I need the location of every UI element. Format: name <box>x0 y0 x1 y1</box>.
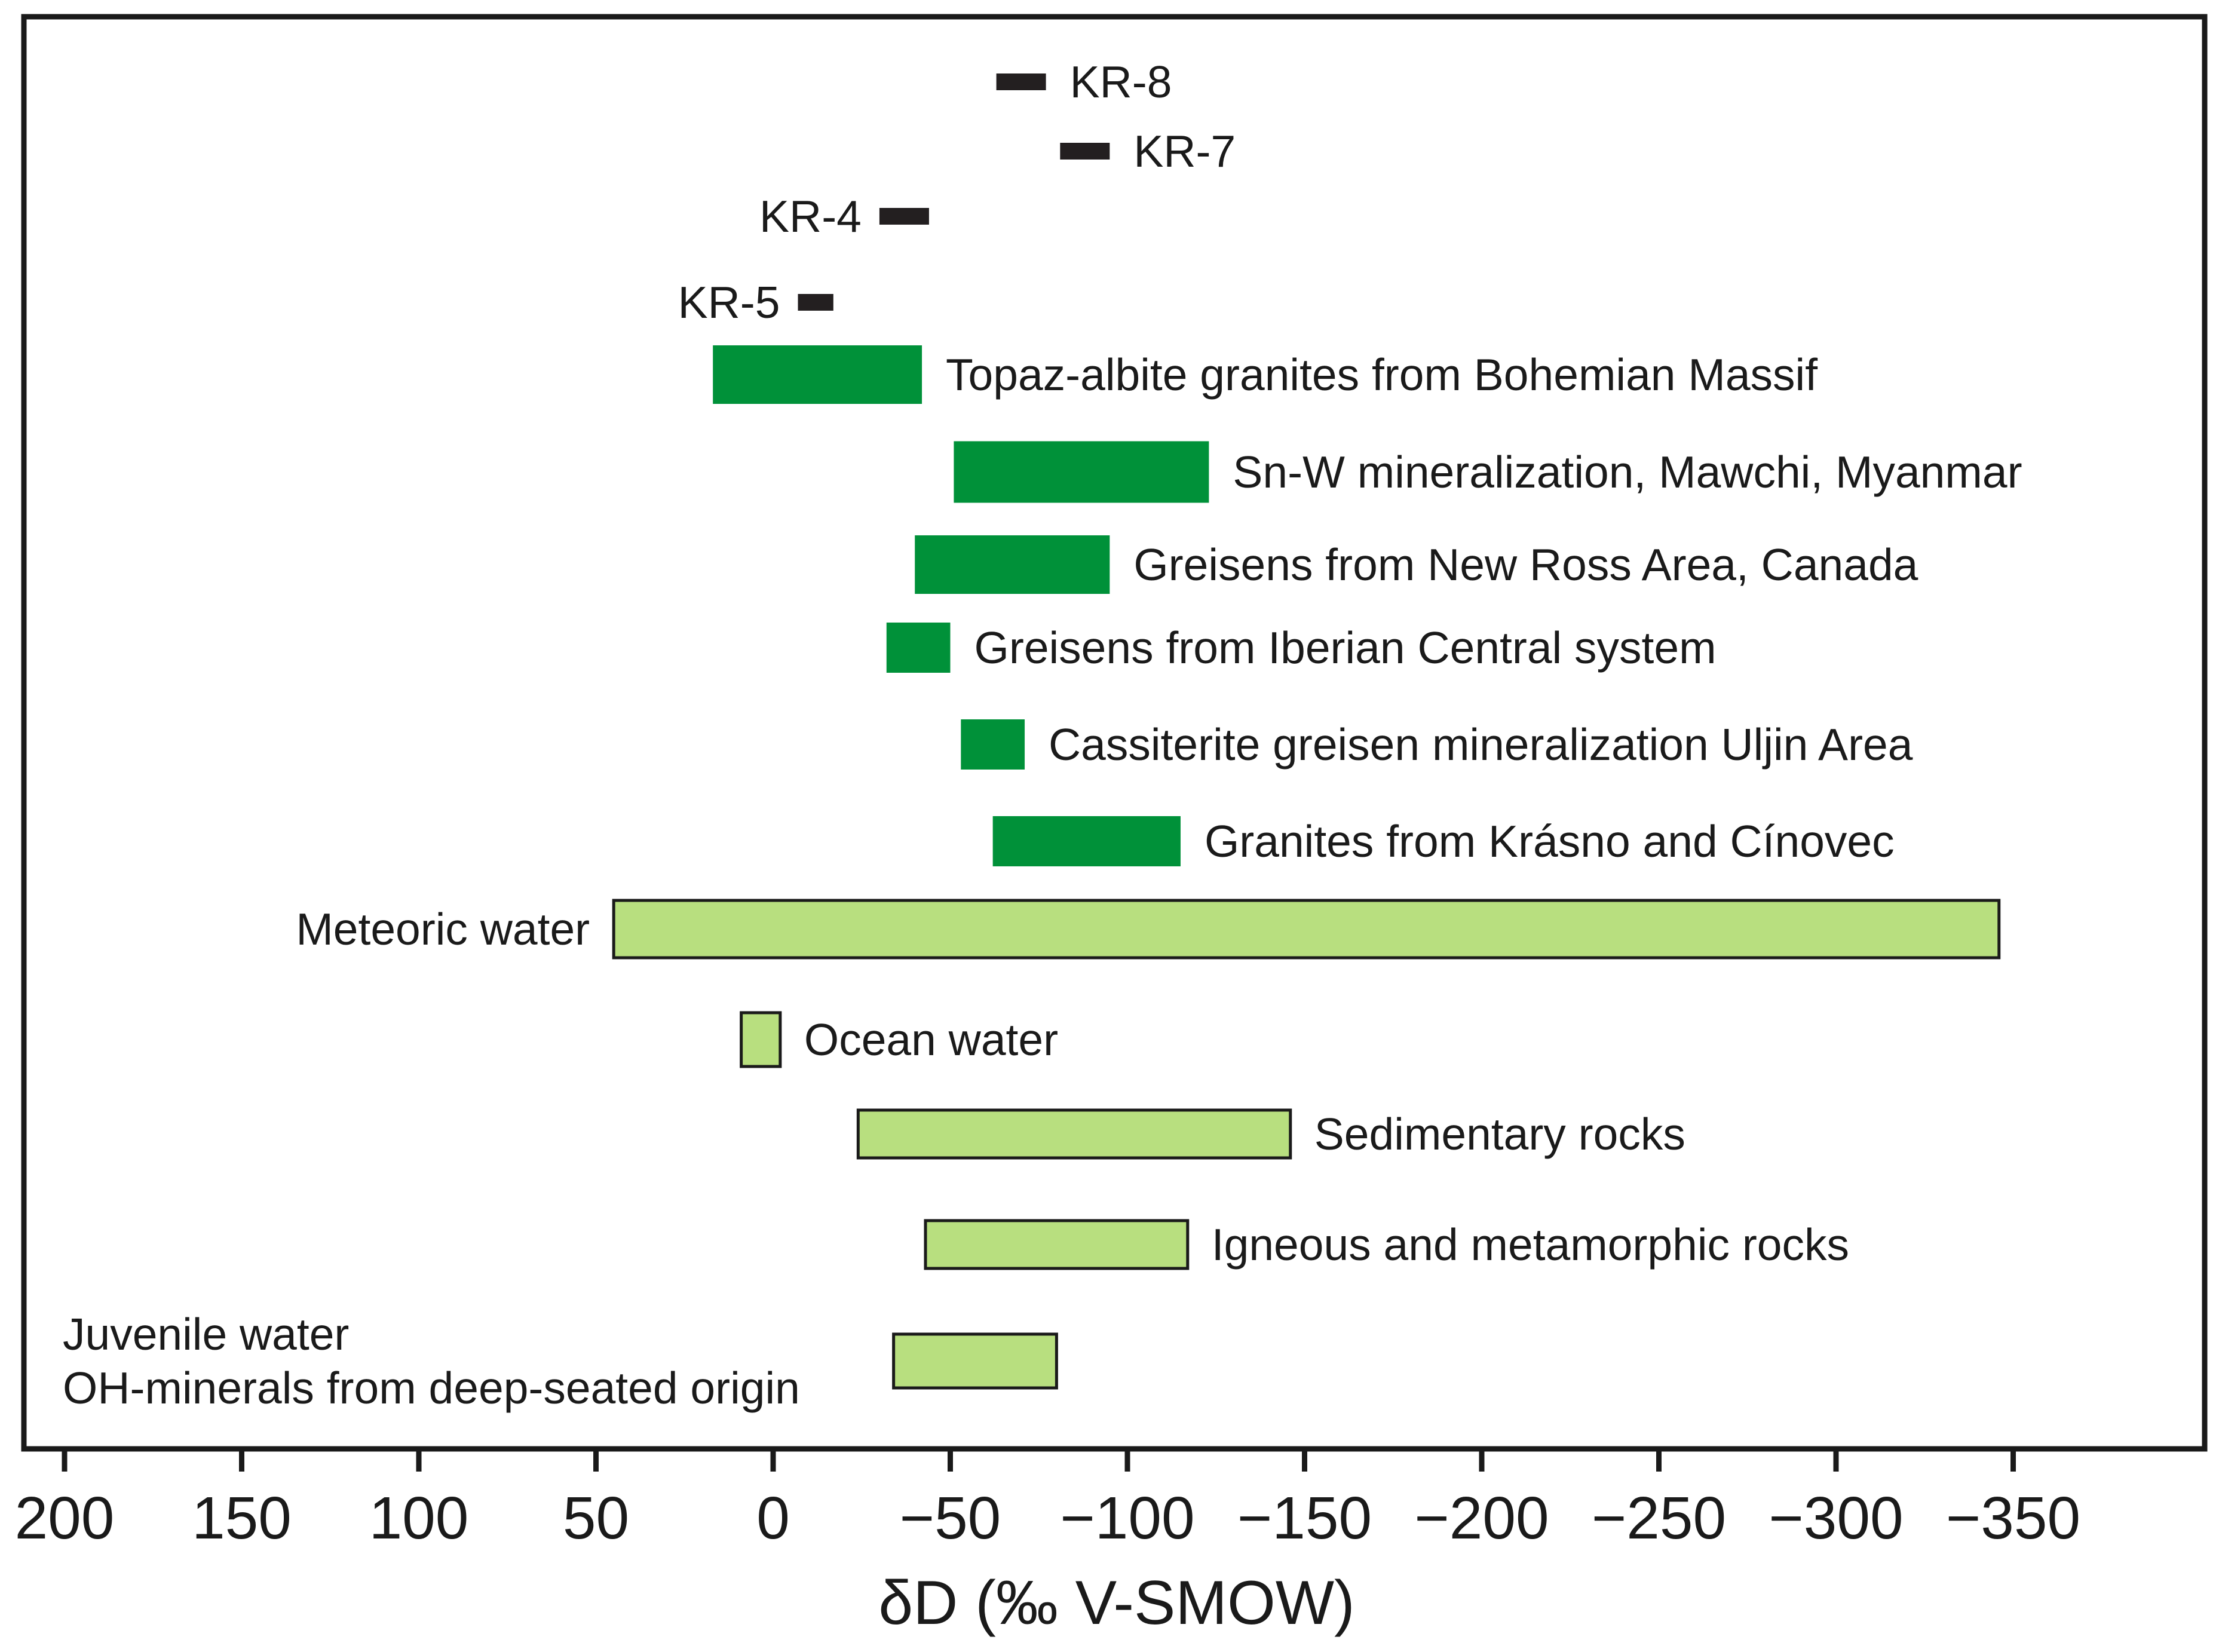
x-tick-label: −250 <box>1592 1485 1726 1552</box>
range-label: Meteoric water <box>296 904 590 954</box>
x-tick-label: 50 <box>563 1485 629 1552</box>
plot-frame <box>21 14 2208 1452</box>
range-label: KR-8 <box>1070 57 1172 107</box>
x-tick-label: −100 <box>1060 1485 1194 1552</box>
range-label: OH-minerals from deep-seated origin <box>63 1363 800 1413</box>
range-bar-kr-7 <box>1060 143 1110 160</box>
range-label: KR-7 <box>1133 126 1236 176</box>
range-bar-igneous-and-metamorphic-rocks <box>924 1219 1190 1270</box>
x-axis-ticks <box>62 1449 2016 1472</box>
range-label: Ocean water <box>804 1015 1058 1065</box>
x-tick-label: −150 <box>1237 1485 1372 1552</box>
x-tick-label: 0 <box>756 1485 790 1552</box>
range-label: Sn-W mineralization, Mawchi, Myanmar <box>1233 447 2022 497</box>
x-tick-label: 100 <box>369 1485 469 1552</box>
range-label: Granites from Krásno and Cínovec <box>1204 816 1895 866</box>
range-bar-granites-from-kr-sno-and-c-novec <box>992 816 1181 866</box>
range-label: Greisens from Iberian Central system <box>974 623 1717 673</box>
x-tick-label: 200 <box>15 1485 115 1552</box>
range-bar-kr-5 <box>798 294 833 311</box>
x-tick-label: 150 <box>192 1485 292 1552</box>
range-bars <box>612 73 2001 1390</box>
range-bar-ocean-water <box>740 1011 782 1068</box>
range-label: KR-5 <box>678 277 780 327</box>
x-tick-label: −300 <box>1769 1485 1903 1552</box>
range-bar-meteoric-water <box>612 899 2001 960</box>
range-bar-juvenile-water-oh-minerals-from-deep-seated-origin <box>892 1332 1058 1390</box>
range-label: Juvenile water <box>63 1309 349 1359</box>
x-tick-label: −200 <box>1414 1485 1549 1552</box>
range-bar-sedimentary-rocks <box>856 1108 1292 1160</box>
range-bar-topaz-albite-granites-from-bohemian-massif <box>713 345 922 404</box>
range-bar-greisens-from-new-ross-area-canada <box>915 535 1110 594</box>
range-bar-greisens-from-iberian-central-system <box>886 623 951 673</box>
x-tick-label: −350 <box>1946 1485 2080 1552</box>
range-label: Topaz-albite granites from Bohemian Mass… <box>946 350 1818 400</box>
range-label: KR-4 <box>759 191 862 241</box>
x-tick-label: −50 <box>900 1485 1001 1552</box>
range-bar-kr-8 <box>996 73 1046 90</box>
range-label: Greisens from New Ross Area, Canada <box>1133 540 1918 590</box>
range-bar-kr-4 <box>879 208 929 225</box>
range-label: Sedimentary rocks <box>1314 1109 1685 1159</box>
x-axis-tick-labels: 200 150 100 50 0 −50 −100 −150 −200 −250 −300 −350 <box>15 1485 2081 1552</box>
range-label: Cassiterite greisen mineralization Uljin… <box>1049 719 1913 770</box>
range-labels: KR-8 KR-7 KR-4 KR-5 Topaz-albite granites fr… <box>63 57 2022 1413</box>
range-label: Igneous and metamorphic rocks <box>1212 1219 1849 1270</box>
range-bar-cassiterite-greisen-mineralization-uljin-area <box>961 719 1025 770</box>
x-axis-title: δD (‰ V-SMOW) <box>878 1568 1354 1638</box>
range-bar-sn-w-mineralization-mawchi-myanmar <box>954 441 1209 503</box>
